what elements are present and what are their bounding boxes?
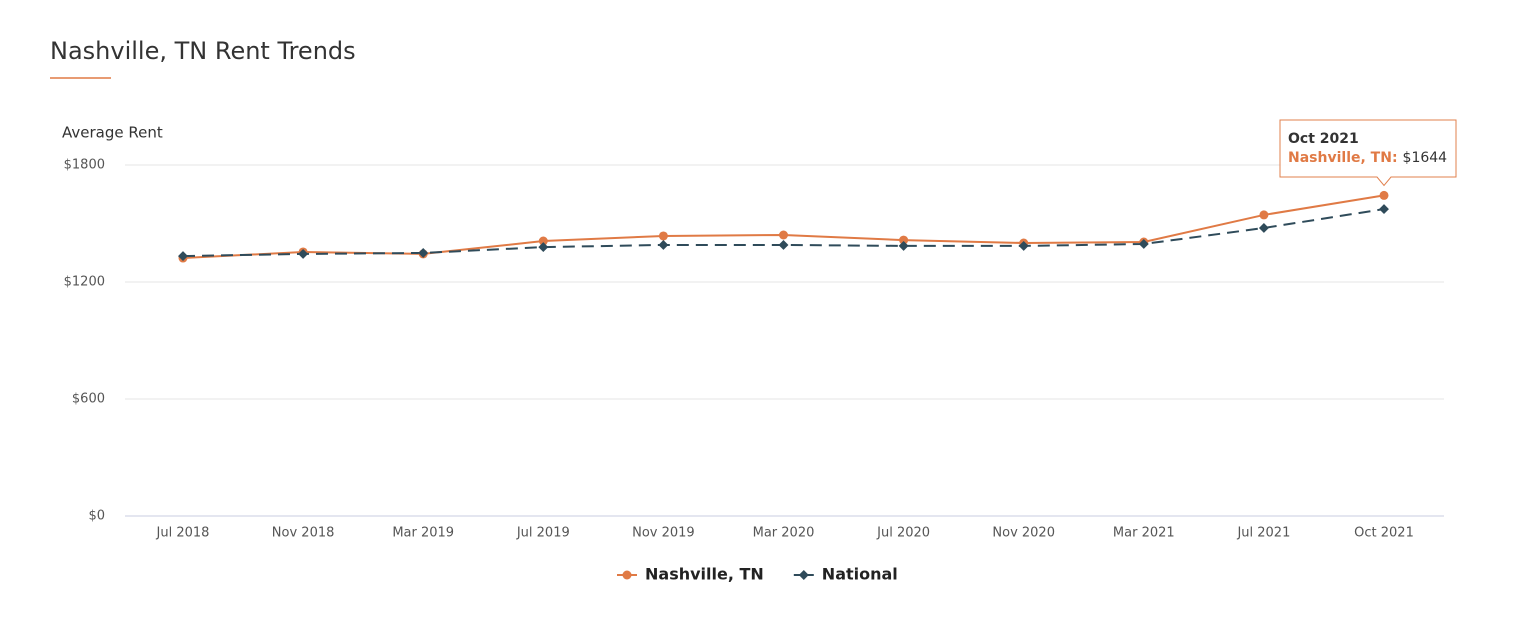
tooltip-value: $1644 [1403, 150, 1448, 166]
tooltip: Oct 2021 Nashville, TN: $1644 [1279, 119, 1457, 187]
legend-marker [798, 570, 809, 580]
legend-label: Nashville, TN [645, 565, 764, 584]
tooltip-label: Nashville, TN: [1288, 150, 1398, 166]
point [178, 251, 188, 262]
point [538, 236, 548, 246]
x-tick-label: Nov 2019 [632, 526, 695, 541]
point [538, 242, 549, 253]
x-tick-label: Mar 2021 [1113, 526, 1175, 541]
point [1138, 239, 1149, 249]
x-tick-label: Mar 2020 [753, 526, 815, 541]
tooltip-box [1279, 119, 1457, 187]
legend-label: National [822, 565, 898, 584]
y-tick-label: $0 [88, 509, 105, 524]
point [899, 235, 909, 245]
y-axis-title: Average Rent [62, 124, 163, 142]
point [658, 240, 669, 250]
point [1379, 204, 1389, 215]
x-tick-label: Jul 2020 [876, 526, 930, 541]
x-tick-label: Oct 2021 [1354, 526, 1414, 541]
tooltip-title: Oct 2021 [1288, 131, 1359, 147]
x-tick-label: Jul 2019 [516, 526, 570, 541]
legend-marker [622, 570, 632, 580]
point [778, 240, 789, 250]
x-tick-label: Nov 2018 [272, 526, 335, 541]
point [898, 240, 909, 251]
x-tick-label: Jul 2018 [156, 526, 210, 541]
y-tick-label: $1800 [64, 158, 105, 173]
chart-title: Nashville, TN Rent Trends [50, 37, 356, 65]
point [1259, 210, 1269, 220]
x-tick-label: Jul 2021 [1236, 526, 1290, 541]
x-tick-label: Mar 2019 [392, 526, 454, 541]
y-tick-label: $600 [72, 392, 105, 407]
point [418, 247, 429, 258]
point [658, 231, 668, 241]
point [1258, 223, 1269, 233]
y-tick-label: $1200 [64, 275, 105, 290]
point [779, 230, 788, 240]
x-tick-label: Nov 2020 [992, 526, 1055, 541]
point [1379, 190, 1389, 200]
